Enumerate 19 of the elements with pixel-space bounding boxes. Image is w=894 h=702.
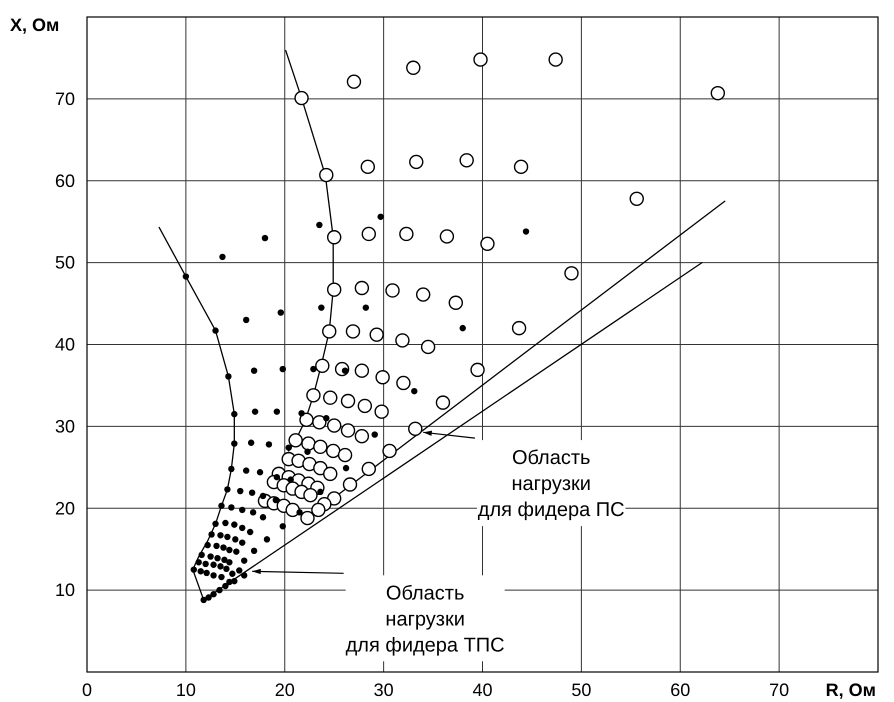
y-tick-label: 70: [54, 88, 76, 109]
x-tick-label: 0: [82, 680, 92, 700]
y-tick-label: 40: [54, 334, 76, 354]
x-tick-label: 60: [670, 680, 690, 700]
x-tick-label: 30: [374, 680, 394, 700]
x-tick-label: 50: [571, 680, 592, 700]
y-tick-label: 20: [54, 498, 76, 518]
y-tick-label: 50: [54, 252, 76, 273]
y-axis-title: X, Ом: [10, 15, 60, 35]
x-tick-label: 10: [176, 680, 196, 700]
annotation: Область нагрузки для фидера ТПС: [346, 582, 505, 656]
y-tick-label: 30: [54, 416, 76, 436]
x-axis-title: R, Ом: [826, 680, 876, 700]
x-tick-label: 70: [769, 680, 790, 700]
annotation: Область нагрузки для фидера ПС: [478, 447, 625, 522]
y-tick-label: 60: [54, 170, 76, 191]
y-tick-label: 10: [54, 580, 76, 600]
x-tick-label: 20: [274, 680, 295, 700]
x-tick-label: 40: [472, 680, 493, 700]
